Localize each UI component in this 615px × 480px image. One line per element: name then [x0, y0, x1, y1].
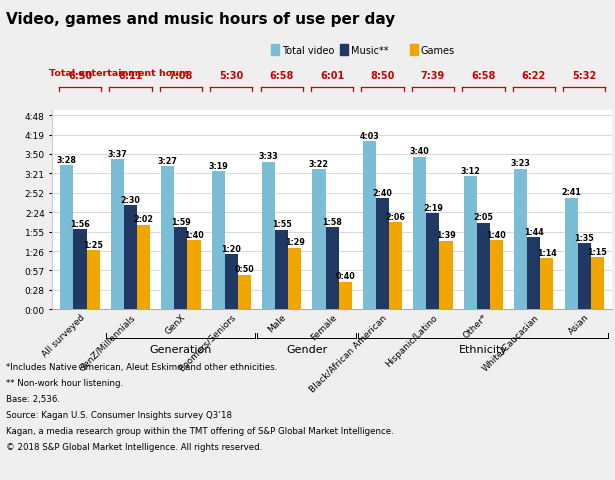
Text: 1:20: 1:20	[221, 244, 241, 253]
Bar	[389, 222, 402, 310]
Text: 1:40: 1:40	[486, 230, 506, 239]
Text: 2:02: 2:02	[133, 215, 154, 224]
Text: Generation: Generation	[149, 345, 212, 355]
Text: 6:01: 6:01	[320, 71, 344, 81]
Text: 8:50: 8:50	[370, 71, 395, 81]
Bar	[111, 159, 124, 310]
Bar	[591, 258, 604, 310]
Text: Base: 2,536.: Base: 2,536.	[6, 394, 60, 403]
Bar	[426, 214, 440, 310]
Text: 1:14: 1:14	[537, 248, 557, 257]
Text: 2:30: 2:30	[121, 196, 140, 204]
Bar	[577, 244, 591, 310]
Text: Ethnicity: Ethnicity	[459, 345, 508, 355]
Text: 3:28: 3:28	[57, 156, 77, 165]
Text: 0:50: 0:50	[234, 265, 254, 274]
Text: 3:23: 3:23	[510, 159, 531, 168]
Text: 0:40: 0:40	[335, 272, 355, 281]
Bar	[490, 240, 503, 310]
Text: 1:25: 1:25	[83, 240, 103, 250]
Text: 1:35: 1:35	[574, 234, 594, 243]
Text: 1:56: 1:56	[70, 219, 90, 228]
Text: 2:40: 2:40	[373, 189, 392, 198]
Text: Gender: Gender	[286, 345, 328, 355]
Text: 6:58: 6:58	[269, 71, 294, 81]
Text: 2:06: 2:06	[386, 212, 405, 221]
Text: 3:27: 3:27	[158, 156, 178, 165]
Bar	[339, 282, 352, 310]
Bar	[124, 206, 137, 310]
Text: 1:59: 1:59	[171, 217, 191, 226]
Bar	[60, 166, 73, 310]
Text: 5:32: 5:32	[572, 71, 597, 81]
Text: Source: Kagan U.S. Consumer Insights survey Q3’18: Source: Kagan U.S. Consumer Insights sur…	[6, 410, 232, 419]
Bar	[541, 258, 554, 310]
Text: Video, games and music hours of use per day: Video, games and music hours of use per …	[6, 12, 395, 27]
Text: 3:12: 3:12	[460, 167, 480, 176]
Bar	[514, 169, 527, 310]
Text: 1:39: 1:39	[436, 231, 456, 240]
Text: 7:39: 7:39	[421, 71, 445, 81]
Text: Games: Games	[421, 46, 454, 55]
FancyBboxPatch shape	[271, 45, 279, 56]
Text: 6:22: 6:22	[522, 71, 546, 81]
Text: 3:40: 3:40	[410, 147, 430, 156]
Text: *Includes Native American, Aleut Eskimo and other ethnicities.: *Includes Native American, Aleut Eskimo …	[6, 362, 277, 372]
Text: 1:15: 1:15	[587, 248, 607, 256]
Text: 6:50: 6:50	[68, 71, 92, 81]
Text: 2:19: 2:19	[423, 203, 443, 212]
Bar	[212, 172, 224, 310]
Text: 3:22: 3:22	[309, 160, 329, 168]
Bar	[477, 223, 490, 310]
Text: 6:58: 6:58	[471, 71, 496, 81]
Bar	[73, 229, 87, 310]
FancyBboxPatch shape	[340, 45, 348, 56]
Bar	[440, 241, 453, 310]
Text: 1:55: 1:55	[272, 220, 292, 229]
Bar	[312, 170, 325, 310]
Text: 1:44: 1:44	[524, 228, 544, 237]
Text: 3:19: 3:19	[208, 162, 228, 171]
Text: Kagan, a media research group within the TMT offering of S&P Global Market Intel: Kagan, a media research group within the…	[6, 426, 394, 435]
Text: 2:05: 2:05	[474, 213, 493, 222]
Text: ** Non-work hour listening.: ** Non-work hour listening.	[6, 378, 123, 387]
Bar	[161, 167, 174, 310]
Bar	[137, 225, 150, 310]
Bar	[275, 230, 288, 310]
Bar	[224, 254, 238, 310]
Text: 7:08: 7:08	[169, 71, 193, 81]
Bar	[565, 198, 577, 310]
Bar	[174, 228, 188, 310]
Text: 3:37: 3:37	[108, 149, 127, 158]
Bar	[363, 142, 376, 310]
Bar	[325, 228, 339, 310]
Bar	[238, 275, 251, 310]
Text: 2:41: 2:41	[561, 188, 581, 197]
Text: Total video: Total video	[282, 46, 334, 55]
Bar	[413, 157, 426, 310]
Bar	[188, 240, 200, 310]
Text: 1:40: 1:40	[184, 230, 204, 239]
Text: Music**: Music**	[351, 46, 389, 55]
Text: 1:29: 1:29	[285, 238, 304, 247]
Bar	[262, 162, 275, 310]
Bar	[464, 177, 477, 310]
Text: 1:58: 1:58	[322, 218, 342, 227]
Bar	[376, 199, 389, 310]
Text: 5:30: 5:30	[219, 71, 244, 81]
FancyBboxPatch shape	[410, 45, 418, 56]
Text: 8:11: 8:11	[118, 71, 143, 81]
Bar	[87, 251, 100, 310]
Text: Total entertainment hours: Total entertainment hours	[49, 69, 189, 77]
Text: 3:33: 3:33	[259, 152, 279, 161]
Text: © 2018 S&P Global Market Intelligence. All rights reserved.: © 2018 S&P Global Market Intelligence. A…	[6, 442, 263, 451]
Text: 4:03: 4:03	[360, 132, 379, 140]
Bar	[527, 238, 541, 310]
Bar	[288, 248, 301, 310]
